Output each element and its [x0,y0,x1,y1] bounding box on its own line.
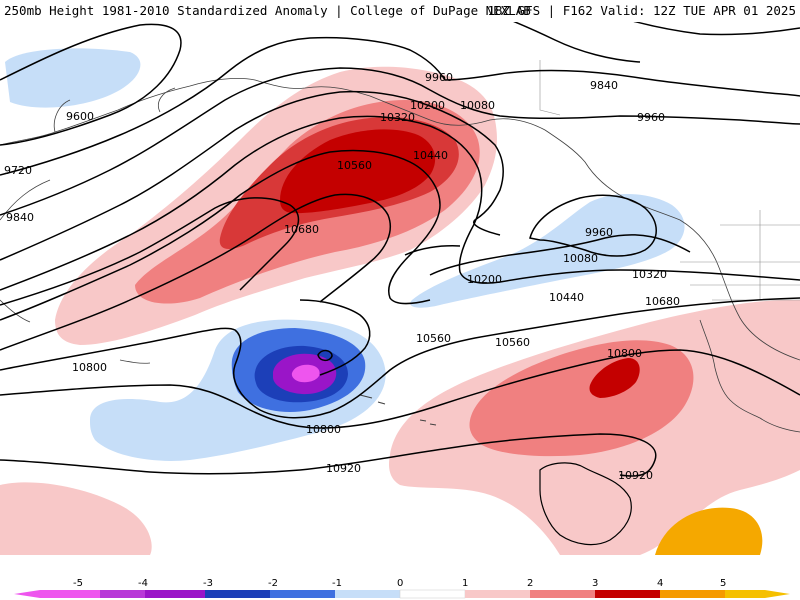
contour-label: 10440 [549,291,584,304]
contour-label: 10200 [467,273,502,286]
contour-label: 9720 [4,164,32,177]
contour-label: 10080 [460,99,495,112]
contour-label: 10080 [563,252,598,265]
model-run-info: 18Z GFS | F162 Valid: 12Z TUE APR 01 202… [487,3,796,18]
positive-anomaly-area [0,482,152,555]
contour-label: 10320 [380,111,415,124]
legend-tick-label: 1 [462,578,468,589]
positive-anomaly-area [589,358,640,398]
title-bar: 250mb Height 1981-2010 Standardized Anom… [0,0,800,22]
contour-label: 9600 [66,110,94,123]
anomaly-shading [0,48,800,555]
legend-colorbar: -5 -4 -3 -2 -1 0 1 2 3 4 5 [14,578,790,599]
legend-tick-label: 3 [592,578,598,589]
legend-swatch [530,590,595,598]
legend-tick-label: 2 [527,578,533,589]
negative-anomaly-area [5,48,141,108]
contour-label: 9840 [590,79,618,92]
map-title: 250mb Height 1981-2010 Standardized Anom… [4,3,531,18]
contour-labels: 9600 9720 9840 9960 9840 9960 10080 1020… [4,71,680,482]
contour-label: 10800 [607,347,642,360]
legend-swatch [335,590,400,598]
height-contours [0,22,800,477]
legend-tick-label: 5 [720,578,726,589]
coastlines [0,60,800,546]
contour-label: 9960 [585,226,613,239]
legend-tick-label: -5 [73,578,83,589]
contour-label: 9840 [6,211,34,224]
contour-label: 10800 [306,423,341,436]
legend-swatch [399,589,466,599]
legend-swatch [465,590,530,598]
legend-swatch [100,590,160,598]
contour-label: 10680 [284,223,319,236]
legend-swatch [145,590,205,598]
legend-swatch [725,590,765,598]
legend-tick-label: 4 [657,578,663,589]
legend-tick-label: -2 [268,578,278,589]
legend-swatch [595,590,660,598]
legend-tick-label: 0 [397,578,403,589]
contour-label: 9960 [637,111,665,124]
positive-anomaly-area [280,129,436,214]
contour-label: 10560 [495,336,530,349]
contour-label: 10560 [416,332,451,345]
legend-swatch [205,590,270,598]
contour-label: 10920 [326,462,361,475]
map-panel: 9600 9720 9840 9960 9840 9960 10080 1020… [0,22,800,577]
contour-label: 10320 [632,268,667,281]
contour-label: 10440 [413,149,448,162]
contour-label: 10800 [72,361,107,374]
legend-tick-label: -3 [203,578,213,589]
contour-label: 10200 [410,99,445,112]
legend-swatch [660,590,725,598]
positive-anomaly-area [655,507,763,555]
negative-anomaly-area [291,364,320,383]
legend-tick-label: -1 [332,578,342,589]
legend-arrow-left [14,590,40,598]
contour-label: 10560 [337,159,372,172]
legend-tick-label: -4 [138,578,148,589]
legend-arrow-right [765,590,790,598]
color-legend: -5 -4 -3 -2 -1 0 1 2 3 4 5 [0,575,800,600]
contour-label: 10680 [645,295,680,308]
legend-swatch [40,590,100,598]
legend-swatch [270,590,335,598]
contour-label: 10920 [618,469,653,482]
negative-anomaly-area [410,194,685,308]
contour-label: 9960 [425,71,453,84]
